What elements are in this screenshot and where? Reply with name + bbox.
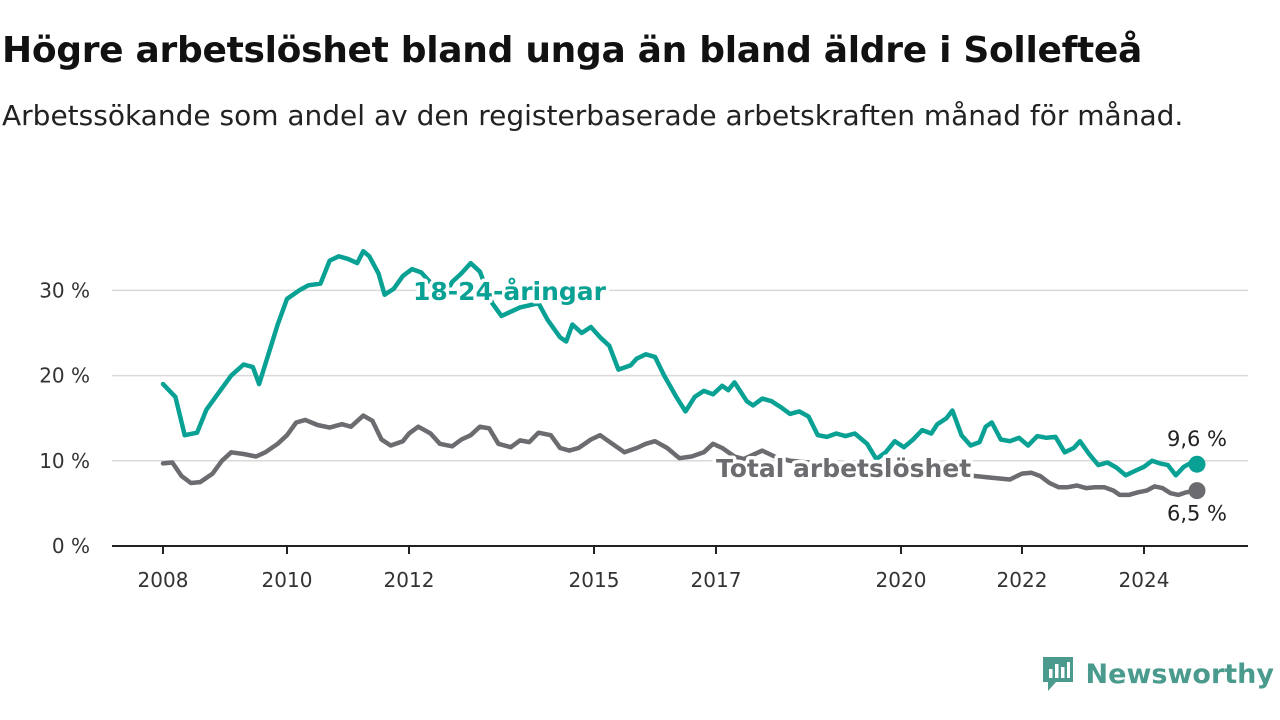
x-tick-label: 2017 — [691, 568, 742, 592]
x-tick-label: 2020 — [876, 568, 927, 592]
newsworthy-logo-icon — [1042, 657, 1073, 691]
chart-title: Högre arbetslöshet bland unga än bland ä… — [2, 30, 1142, 71]
end-value-label-total: 6,5 % — [1167, 502, 1227, 526]
y-tick-label: 10 % — [39, 449, 90, 473]
x-tick-label: 2008 — [138, 568, 189, 592]
series-labels: 18-24-åringar Total arbetslöshet 9,6 % 6,5 … — [410, 274, 1228, 526]
axes: 0 % 10 % 20 % 30 % 2008 2010 2012 2015 2017 2020 2… — [39, 278, 1248, 592]
series-lines — [160, 248, 1206, 500]
series-line-youth — [160, 248, 1200, 478]
series-label-youth: 18-24-åringar — [413, 277, 607, 306]
brand-logo: Newsworthy — [1040, 654, 1274, 694]
x-tick-label: 2015 — [569, 568, 620, 592]
series-line-total — [160, 413, 1200, 498]
x-tick-label: 2012 — [384, 568, 435, 592]
y-tick-label: 20 % — [39, 364, 90, 388]
x-tick-label: 2010 — [262, 568, 313, 592]
y-tick-label: 0 % — [52, 534, 90, 558]
brand-name: Newsworthy — [1085, 658, 1274, 690]
series-end-point-youth — [1188, 455, 1206, 473]
chart-subtitle: Arbetssökande som andel av den registerb… — [2, 99, 1184, 132]
series-end-point-total — [1188, 482, 1206, 500]
x-tick-label: 2022 — [997, 568, 1048, 592]
y-tick-label: 30 % — [39, 278, 90, 302]
end-value-label-youth: 9,6 % — [1167, 427, 1227, 451]
x-tick-label: 2024 — [1119, 568, 1170, 592]
series-label-total: Total arbetslöshet — [716, 454, 971, 483]
